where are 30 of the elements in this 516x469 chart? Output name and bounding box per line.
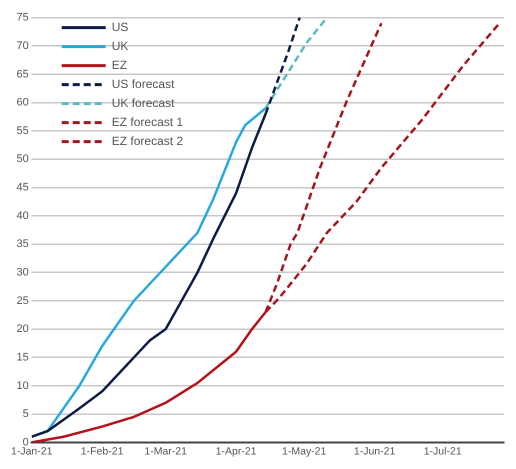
y-tick-label: 10 [16,380,29,392]
legend-label: UK forecast [112,96,176,110]
y-tick-label: 50 [16,153,29,166]
x-tick-label: 1-Jun-21 [354,446,396,458]
y-tick-label: 70 [16,40,29,52]
y-tick-label: 25 [16,294,29,307]
legend-label: EZ [112,58,128,72]
y-tick-label: 30 [16,266,29,279]
legend-label: EZ forecast 2 [112,134,184,148]
x-tick-label: 1-Jan-21 [10,446,53,458]
y-tick-label: 65 [16,68,29,80]
y-tick-label: 55 [16,124,29,137]
y-tick-label: 20 [16,323,29,336]
x-tick-label: 1-Mar-21 [144,446,188,458]
y-tick-label: 0 [22,436,29,448]
y-tick-label: 15 [16,351,29,364]
legend-label: EZ forecast 1 [112,114,184,129]
x-tick-label: 1-May-21 [282,446,327,458]
legend-label: UK [112,38,128,53]
y-tick-label: 45 [16,182,29,194]
legend-label: US forecast [112,76,176,91]
y-tick-label: 5 [22,408,29,420]
y-tick-label: 75 [16,12,29,24]
x-tick-label: 1-Apr-21 [216,446,257,458]
x-tick-label: 1-Feb-21 [80,446,124,458]
y-tick-label: 60 [16,96,29,109]
legend-label: US [112,20,128,34]
y-tick-label: 35 [16,238,29,250]
y-tick-label: 40 [16,210,29,222]
x-tick-label: 1-Jul-21 [424,446,462,458]
